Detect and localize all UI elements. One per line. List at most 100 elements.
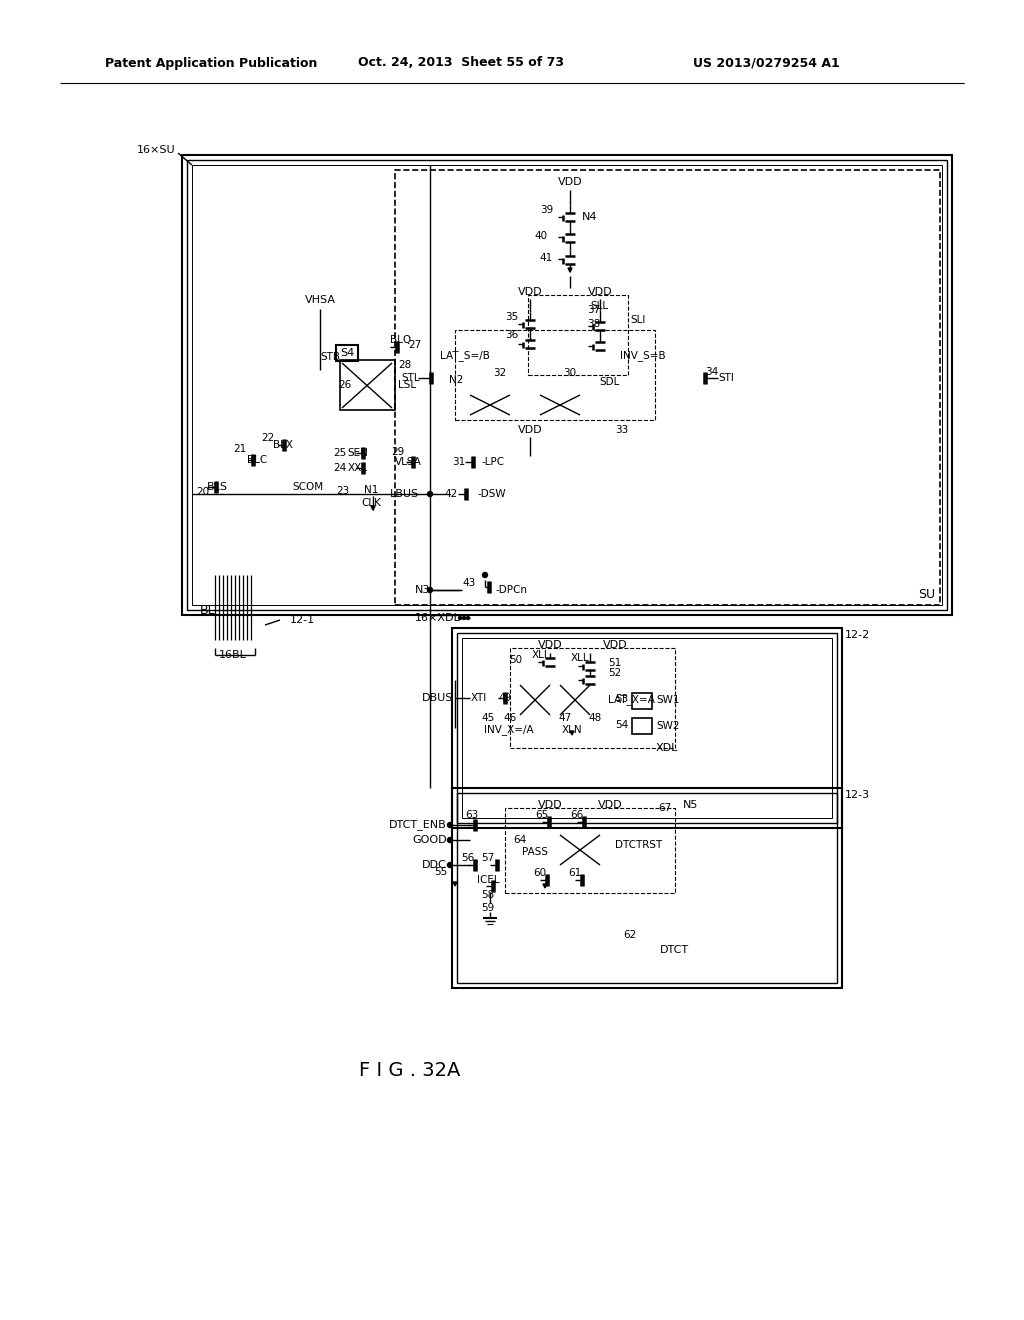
Text: 24: 24 — [334, 463, 347, 473]
Bar — [193, 165, 942, 605]
Text: XXL: XXL — [348, 463, 368, 473]
Circle shape — [447, 822, 453, 828]
Text: 26: 26 — [338, 380, 351, 389]
Polygon shape — [570, 731, 574, 735]
Text: 58: 58 — [481, 890, 495, 900]
Text: 39: 39 — [540, 205, 553, 215]
Text: XLI: XLI — [532, 649, 548, 660]
Circle shape — [427, 491, 432, 496]
Bar — [457, 793, 837, 983]
Bar — [395, 170, 940, 605]
Text: SU: SU — [918, 589, 935, 602]
Text: 42: 42 — [444, 488, 458, 499]
Text: 66: 66 — [570, 810, 584, 820]
Text: DTCT_ENB: DTCT_ENB — [389, 820, 447, 830]
Text: 67: 67 — [658, 803, 672, 813]
Text: BLC: BLC — [247, 455, 267, 465]
Text: VDD: VDD — [518, 425, 543, 436]
Text: SLI: SLI — [630, 315, 645, 325]
Text: 38: 38 — [587, 319, 600, 329]
Text: 46: 46 — [504, 713, 517, 723]
Text: XDL: XDL — [656, 743, 678, 752]
Circle shape — [463, 616, 466, 619]
Circle shape — [467, 616, 469, 619]
Text: 16BL: 16BL — [219, 649, 247, 660]
Text: F I G . 32A: F I G . 32A — [359, 1060, 461, 1080]
Polygon shape — [568, 268, 572, 272]
Text: N3: N3 — [415, 585, 430, 595]
Text: -DSW: -DSW — [478, 488, 507, 499]
Text: 31: 31 — [452, 457, 465, 467]
Text: BL: BL — [200, 603, 216, 616]
Text: DTCTRST: DTCTRST — [615, 840, 663, 850]
Text: 48: 48 — [589, 713, 602, 723]
Text: 52: 52 — [608, 668, 622, 678]
Text: SW1: SW1 — [656, 696, 680, 705]
Circle shape — [459, 616, 462, 619]
Text: 29: 29 — [391, 447, 404, 457]
Text: 57: 57 — [481, 853, 495, 863]
Text: 43: 43 — [463, 578, 476, 587]
Text: 12-3: 12-3 — [845, 789, 870, 800]
Text: ICEL: ICEL — [477, 875, 500, 884]
Text: 34: 34 — [706, 367, 719, 378]
Text: 28: 28 — [398, 360, 412, 370]
Bar — [510, 648, 675, 748]
Bar — [457, 634, 837, 822]
Polygon shape — [453, 882, 457, 886]
Text: 62: 62 — [623, 931, 636, 940]
Text: 47: 47 — [558, 713, 571, 723]
Text: LBUS: LBUS — [390, 488, 419, 499]
Text: VDD: VDD — [558, 177, 583, 187]
Text: BLQ: BLQ — [390, 335, 411, 345]
Text: 36: 36 — [505, 330, 518, 341]
Text: 65: 65 — [536, 810, 549, 820]
Text: 60: 60 — [534, 869, 547, 878]
Text: 56: 56 — [462, 853, 475, 863]
Text: 27: 27 — [408, 341, 421, 350]
Text: XTI: XTI — [471, 693, 487, 704]
Text: 16×XDL: 16×XDL — [415, 612, 461, 623]
Bar — [187, 160, 947, 610]
Text: VDD: VDD — [588, 286, 612, 297]
Text: DDC: DDC — [422, 861, 447, 870]
Text: LAT_X=A: LAT_X=A — [608, 694, 655, 705]
Text: S4: S4 — [340, 348, 354, 358]
Text: STI: STI — [718, 374, 734, 383]
Text: N4: N4 — [582, 213, 597, 222]
Text: 45: 45 — [481, 713, 495, 723]
Text: SEN: SEN — [347, 447, 369, 458]
Text: DBUS: DBUS — [422, 693, 453, 704]
Text: VDD: VDD — [603, 640, 628, 649]
Text: 16×SU: 16×SU — [136, 145, 175, 154]
Circle shape — [447, 837, 453, 842]
Text: VDD: VDD — [598, 800, 623, 810]
Text: BLX: BLX — [273, 440, 293, 450]
Circle shape — [482, 573, 487, 578]
Circle shape — [427, 587, 432, 593]
Text: N2: N2 — [449, 375, 463, 385]
Bar — [340, 360, 395, 411]
Text: Oct. 24, 2013  Sheet 55 of 73: Oct. 24, 2013 Sheet 55 of 73 — [358, 57, 564, 70]
Text: 25: 25 — [334, 447, 347, 458]
Text: LAT_S=/B: LAT_S=/B — [440, 351, 489, 362]
Text: 53: 53 — [614, 694, 628, 704]
Text: VLSA: VLSA — [394, 457, 422, 467]
Text: 20: 20 — [196, 487, 209, 498]
Text: 12-2: 12-2 — [845, 630, 870, 640]
Text: XLN: XLN — [562, 725, 583, 735]
Text: LSL: LSL — [398, 380, 416, 389]
Text: N5: N5 — [683, 800, 698, 810]
Text: 64: 64 — [513, 836, 526, 845]
Text: VDD: VDD — [538, 800, 562, 810]
Text: 32: 32 — [494, 368, 507, 378]
Bar — [452, 788, 842, 987]
Text: GOOD: GOOD — [413, 836, 447, 845]
Bar — [336, 345, 358, 360]
Text: VDD: VDD — [518, 286, 543, 297]
Bar — [632, 718, 652, 734]
Bar — [182, 154, 952, 615]
Text: STL: STL — [401, 374, 420, 383]
Text: VHSA: VHSA — [304, 294, 336, 305]
Text: PASS: PASS — [522, 847, 548, 857]
